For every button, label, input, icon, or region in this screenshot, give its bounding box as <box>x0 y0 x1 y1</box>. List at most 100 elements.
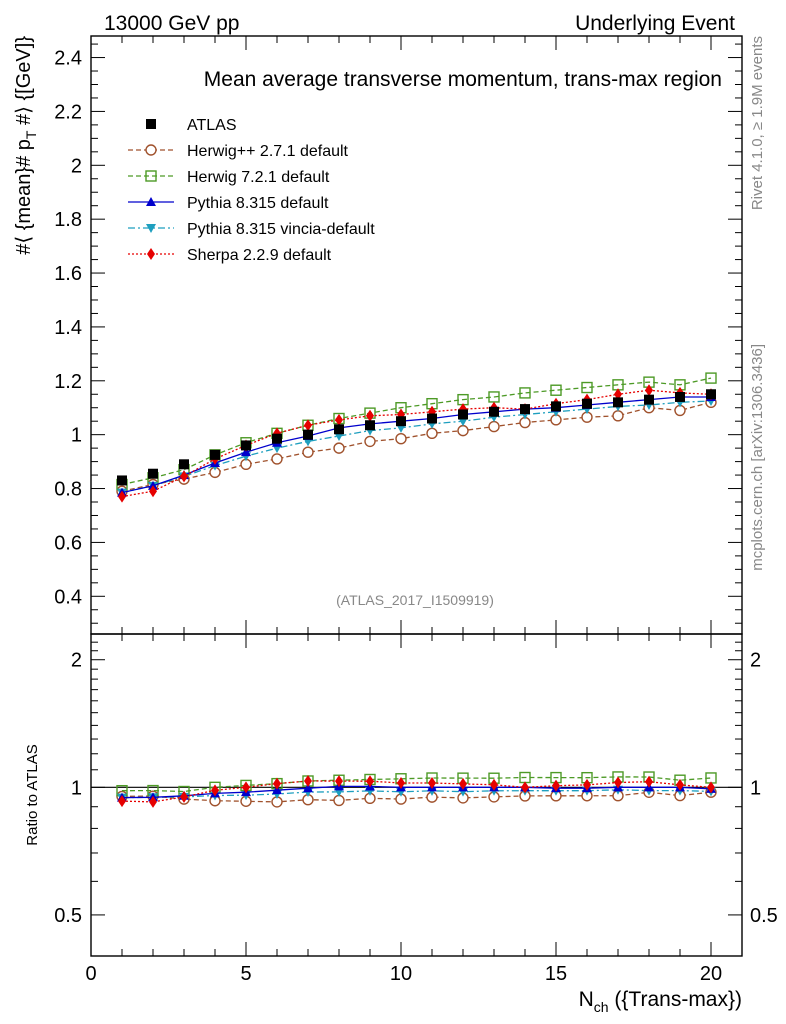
x-axis-label-sub: ch <box>594 999 609 1015</box>
y-tick-label: 1.2 <box>54 371 82 393</box>
ratio-point-sherpa-2-2-9-default <box>490 778 498 791</box>
ratio-point-sherpa-2-2-9-default <box>304 774 312 787</box>
y-axis-label-rest: #⟩ {[GeV]} <box>13 36 35 131</box>
point-atlas <box>272 433 282 444</box>
tick-labels: 0 5 10 15 20 0.4 0.6 0.8 1 1.2 1.4 1.6 1.8 2 2.2 2.4 0.5… <box>54 48 778 985</box>
mcplots-label: mcplots.cern.ch [arXiv:1306.3436] <box>749 344 766 571</box>
ratio-y-axis-label: Ratio to ATLAS <box>24 744 41 845</box>
point-atlas <box>148 468 158 479</box>
legend-marker-herwig-7-2-1-default <box>145 170 157 182</box>
y-tick-label: 1 <box>71 425 82 447</box>
ratio-point-sherpa-2-2-9-default <box>335 775 343 788</box>
ratio-y-tick-label: 1 <box>71 777 82 799</box>
y-tick-label: 1.6 <box>54 263 82 285</box>
point-sherpa-2-2-9-default <box>335 413 343 426</box>
point-atlas <box>613 397 623 408</box>
ratio-y-tick-label-right: 0.5 <box>750 905 778 927</box>
point-atlas <box>303 429 313 440</box>
header-right: Underlying Event <box>575 12 735 35</box>
point-sherpa-2-2-9-default <box>118 490 126 503</box>
point-atlas <box>706 389 716 400</box>
y-tick-label: 1.4 <box>54 317 82 339</box>
y-tick-label: 2.4 <box>54 48 82 70</box>
ratio-point-sherpa-2-2-9-default <box>242 781 250 794</box>
y-tick-label: 1.8 <box>54 209 82 231</box>
series-line-pythia-8-315-vincia-default <box>121 400 712 494</box>
point-herwig-2-7-1-default <box>457 424 469 437</box>
point-sherpa-2-2-9-default <box>149 485 157 498</box>
legend-label-herwig-7-2-1-default: Herwig 7.2.1 default <box>187 169 330 186</box>
x-tick-label: 0 <box>85 963 96 985</box>
legend-label-herwig-2-7-1-default: Herwig++ 2.7.1 default <box>187 143 349 160</box>
x-axis-label: Nch ({Trans-max}) <box>579 988 742 1015</box>
point-atlas <box>458 409 468 420</box>
point-atlas <box>241 440 251 451</box>
point-atlas <box>644 394 654 405</box>
legend-marker-herwig-2-7-1-default <box>145 144 157 156</box>
point-herwig-2-7-1-default <box>271 453 283 465</box>
legend-marker-pythia-8-315-vincia-default <box>146 224 156 233</box>
legend-marker-sherpa-2-2-9-default <box>147 248 155 260</box>
point-atlas <box>675 391 685 402</box>
point-atlas <box>179 459 189 470</box>
series-line-pythia-8-315-default <box>121 396 711 494</box>
point-atlas <box>520 404 530 415</box>
point-herwig-2-7-1-default <box>426 427 438 440</box>
x-axis-label-main: N <box>579 988 594 1011</box>
ratio-point-sherpa-2-2-9-default <box>118 795 126 808</box>
ratio-point-sherpa-2-2-9-default <box>397 776 405 789</box>
legend-label-atlas: ATLAS <box>187 117 237 134</box>
point-atlas <box>117 475 127 486</box>
x-tick-label: 15 <box>545 963 567 985</box>
ratio-point-sherpa-2-2-9-default <box>211 784 219 797</box>
ratio-y-tick-label-right: 2 <box>750 650 761 672</box>
legend-label-pythia-8-315-vincia-default: Pythia 8.315 vincia-default <box>187 221 375 238</box>
point-atlas <box>489 406 499 417</box>
header-left: 13000 GeV pp <box>104 12 239 35</box>
y-tick-label: 0.4 <box>54 586 82 608</box>
x-tick-label: 20 <box>700 963 722 985</box>
ratio-point-sherpa-2-2-9-default <box>273 777 281 790</box>
y-tick-label: 2 <box>71 155 82 177</box>
legend-label-sherpa-2-2-9-default: Sherpa 2.2.9 default <box>187 247 332 264</box>
ratio-y-tick-label-right: 1 <box>750 777 761 799</box>
point-herwig-7-2-1-default <box>550 384 562 396</box>
series-line-herwig-7-2-1-default <box>121 377 712 486</box>
axis-ticks <box>90 36 743 957</box>
ratio-y-tick-label: 2 <box>71 650 82 672</box>
ratio-point-sherpa-2-2-9-default <box>645 775 653 788</box>
ratio-point-sherpa-2-2-9-default <box>614 776 622 789</box>
point-atlas <box>582 398 592 409</box>
ratio-point-sherpa-2-2-9-default <box>521 781 529 794</box>
chart-title: Mean average transverse momentum, trans-… <box>204 68 722 91</box>
legend-marker-atlas <box>146 119 156 129</box>
ratio-point-sherpa-2-2-9-default <box>583 778 591 791</box>
point-herwig-7-2-1-default <box>519 387 531 399</box>
ratio-panel-frame <box>90 633 743 957</box>
ratio-line-pythia-8-315-default <box>121 785 712 799</box>
ratio-point-sherpa-2-2-9-default <box>676 778 684 791</box>
y-tick-label: 2.2 <box>54 101 82 123</box>
point-herwig-2-7-1-default <box>488 420 500 433</box>
point-herwig-2-7-1-default <box>364 435 376 448</box>
legend-marker-pythia-8-315-default <box>146 197 156 206</box>
ratio-line-pythia-8-315-vincia-default <box>121 789 712 799</box>
point-pythia-8-315-default <box>241 447 251 457</box>
ratio-point-sherpa-2-2-9-default <box>180 790 188 803</box>
y-axis-label-main: #⟨ {mean}# p <box>13 139 35 255</box>
point-sherpa-2-2-9-default <box>614 388 622 401</box>
ratio-point-sherpa-2-2-9-default <box>428 777 436 790</box>
point-herwig-2-7-1-default <box>302 446 314 458</box>
y-axis-label-sub: T <box>23 130 39 139</box>
ratio-point-sherpa-2-2-9-default <box>366 775 374 788</box>
point-sherpa-2-2-9-default <box>645 384 653 397</box>
ratio-y-tick-label: 0.5 <box>54 905 82 927</box>
point-herwig-2-7-1-default <box>333 442 345 454</box>
point-atlas <box>365 420 375 431</box>
ratio-point-sherpa-2-2-9-default <box>707 781 715 794</box>
ratio-point-sherpa-2-2-9-default <box>459 777 467 790</box>
point-atlas <box>334 424 344 435</box>
ratio-point-pythia-8-315-default <box>303 783 313 793</box>
point-herwig-7-2-1-default <box>705 372 717 384</box>
